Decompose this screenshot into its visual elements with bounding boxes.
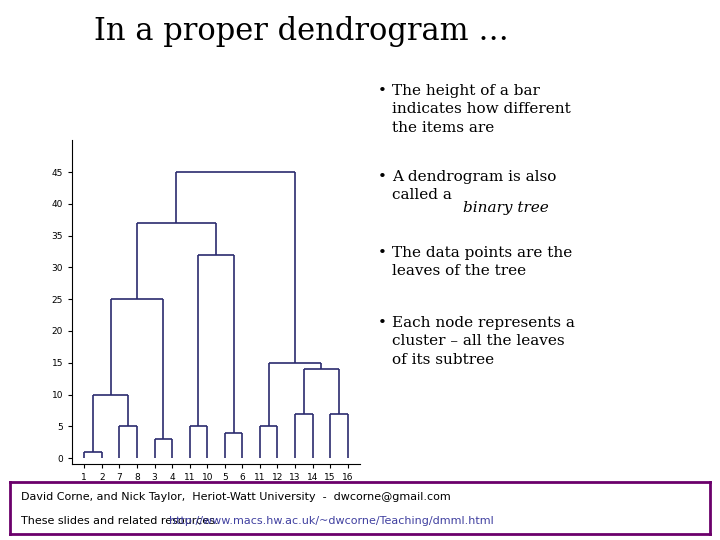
Text: A dendrogram is also
called a: A dendrogram is also called a (392, 170, 557, 202)
Text: •: • (378, 170, 387, 184)
Text: In a proper dendrogram …: In a proper dendrogram … (94, 16, 508, 47)
Text: •: • (378, 246, 387, 260)
Text: •: • (378, 316, 387, 330)
Text: •: • (378, 84, 387, 98)
Text: These slides and related resources:: These slides and related resources: (21, 516, 228, 525)
Text: The height of a bar
indicates how different
the items are: The height of a bar indicates how differ… (392, 84, 571, 134)
Text: Each node represents a
cluster – all the leaves
of its subtree: Each node represents a cluster – all the… (392, 316, 575, 367)
Text: binary tree: binary tree (463, 201, 549, 215)
Text: David Corne, and Nick Taylor,  Heriot-Watt University  -  dwcorne@gmail.com: David Corne, and Nick Taylor, Heriot-Wat… (21, 492, 450, 503)
Text: http://www.macs.hw.ac.uk/~dwcorne/Teaching/dmml.html: http://www.macs.hw.ac.uk/~dwcorne/Teachi… (169, 516, 494, 525)
Text: The data points are the
leaves of the tree: The data points are the leaves of the tr… (392, 246, 572, 278)
